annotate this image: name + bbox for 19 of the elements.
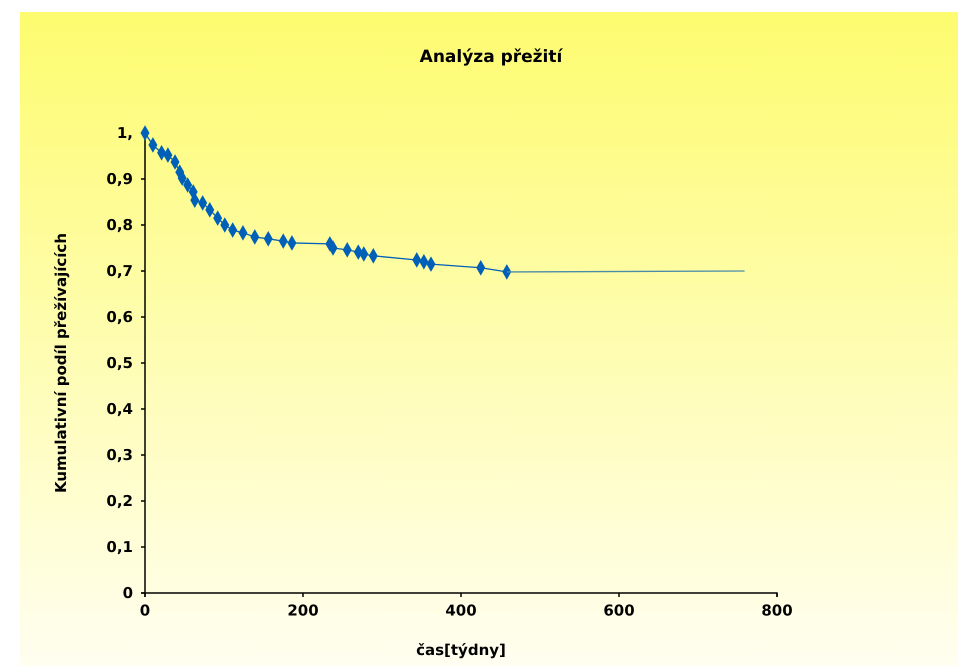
y-tick-label: 0,3 [106, 446, 133, 464]
y-tick-label: 0,2 [106, 492, 133, 510]
y-tick-label: 0,1 [106, 538, 133, 556]
y-tick-label: 0,7 [106, 262, 133, 280]
y-axis-title: Kumulativní podíl přežívajících [52, 233, 70, 493]
x-tick-label: 0 [140, 602, 150, 620]
y-tick-label: 0,4 [106, 400, 133, 418]
y-tick-label: 0,8 [106, 216, 133, 234]
y-tick-label: 0,5 [106, 354, 133, 372]
y-tick-label: 0,9 [106, 170, 133, 188]
x-tick-label: 600 [603, 602, 635, 620]
x-tick-label: 800 [761, 602, 793, 620]
x-tick-label: 200 [287, 602, 319, 620]
y-tick-label: 0 [122, 584, 133, 602]
y-tick-label: 0,6 [106, 308, 133, 326]
x-axis-title: čas[týdny] [416, 641, 506, 659]
chart-title: Analýza přežití [420, 47, 564, 67]
y-tick-label: 1, [116, 124, 133, 142]
x-tick-label: 400 [445, 602, 477, 620]
